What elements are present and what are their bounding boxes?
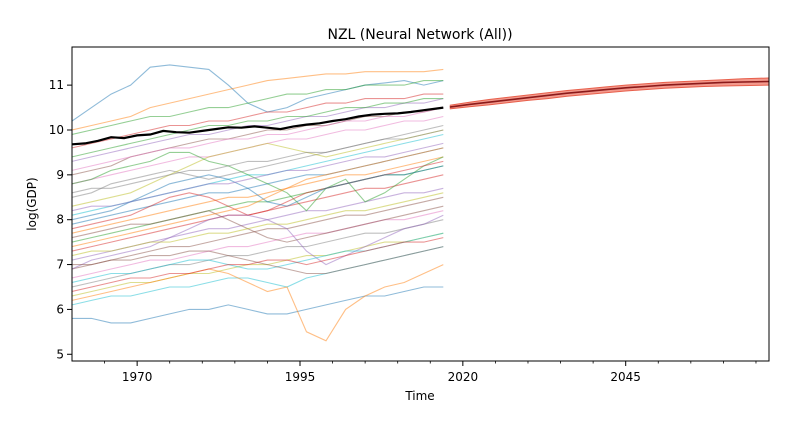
y-tick-label: 9 xyxy=(56,168,64,182)
forecast-confidence-band xyxy=(449,78,769,109)
target-series-group xyxy=(72,106,444,146)
target-series-line xyxy=(72,106,444,146)
x-axis-label: Time xyxy=(404,389,434,403)
background-series-line xyxy=(72,147,444,248)
forecast-group xyxy=(449,77,769,110)
y-tick-label: 6 xyxy=(56,302,64,316)
background-series-line xyxy=(72,192,444,257)
background-series-line xyxy=(72,107,444,171)
background-series-line xyxy=(72,98,444,162)
y-tick-label: 7 xyxy=(56,258,64,272)
background-series-line xyxy=(72,142,444,212)
background-series-line xyxy=(72,151,444,212)
plot-area xyxy=(72,64,769,342)
y-tick-label: 8 xyxy=(56,213,64,227)
background-series-line xyxy=(72,196,444,270)
background-series-line xyxy=(72,64,444,122)
forecast-mean-line xyxy=(449,80,769,108)
background-series-line xyxy=(72,187,444,261)
chart-title: NZL (Neural Network (All)) xyxy=(327,27,512,43)
y-tick-label: 10 xyxy=(49,123,64,137)
background-series-line xyxy=(72,129,444,194)
background-series-line xyxy=(72,286,444,324)
x-tick-label: 2020 xyxy=(448,370,479,384)
background-series-group xyxy=(72,64,444,342)
y-tick-label: 5 xyxy=(56,347,64,361)
background-series-line xyxy=(72,264,444,342)
background-series-line xyxy=(72,205,444,243)
background-series-line xyxy=(72,246,444,275)
x-tick-label: 1995 xyxy=(285,370,316,384)
background-series-line xyxy=(72,232,444,297)
forecast-upper-line xyxy=(449,77,769,106)
background-series-line xyxy=(72,232,444,284)
y-tick-label: 11 xyxy=(49,78,64,92)
x-axis: 1970 1995 2020 2045 xyxy=(104,361,757,384)
background-series-line xyxy=(72,80,444,136)
background-series-line xyxy=(72,98,444,158)
forecast-lower-line xyxy=(449,84,769,110)
background-series-line xyxy=(72,214,444,270)
x-tick-label: 1970 xyxy=(122,370,153,384)
background-series-line xyxy=(72,129,444,207)
background-series-line xyxy=(72,93,444,149)
background-series-line xyxy=(72,68,444,131)
x-tick-label: 2045 xyxy=(610,370,641,384)
plot-frame xyxy=(71,46,770,362)
background-series-line xyxy=(72,246,444,306)
y-axis: 5 6 7 8 9 10 11 xyxy=(49,78,72,361)
y-axis-label: log(GDP) xyxy=(25,177,39,230)
background-series-line xyxy=(72,165,444,221)
